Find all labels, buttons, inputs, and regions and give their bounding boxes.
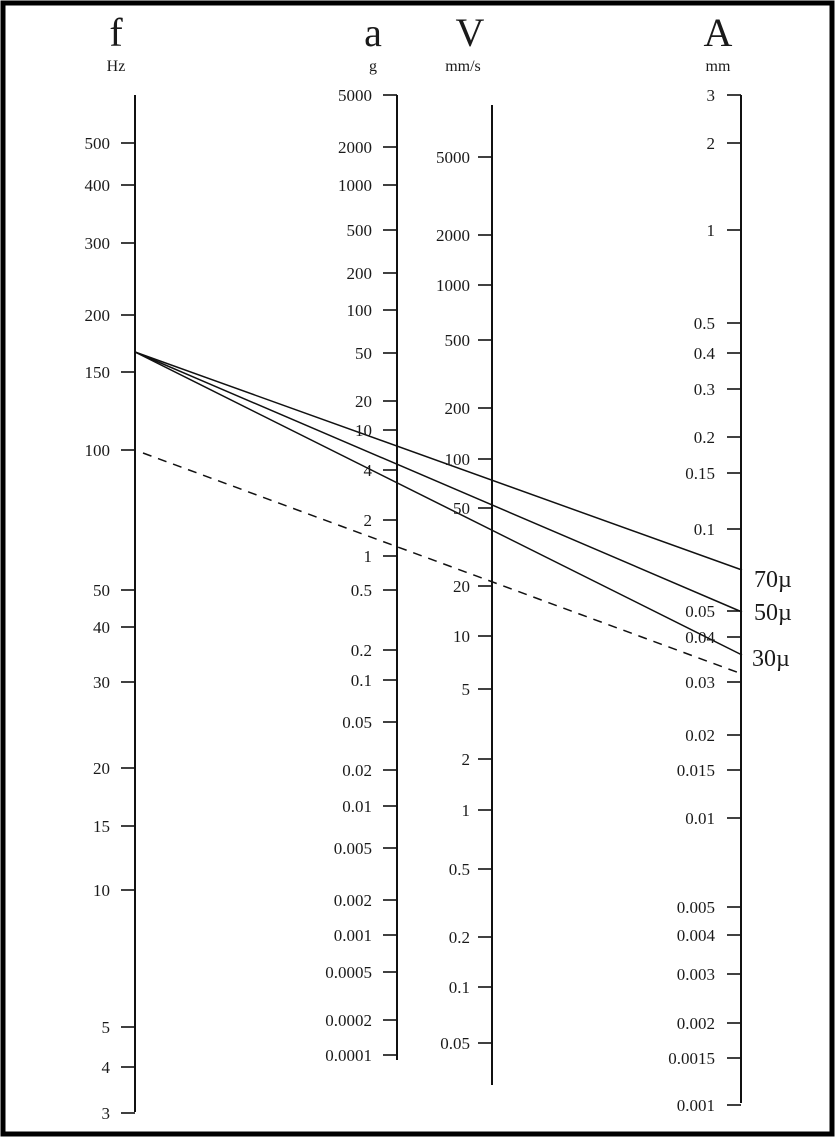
- A-axis-tick-label: 0.015: [677, 761, 715, 780]
- iso-amplitude-lines: [134, 351, 743, 675]
- A-axis-tick-label: 0.2: [694, 428, 715, 447]
- A-axis-tick-label: 0.5: [694, 314, 715, 333]
- f-axis-tick-label: 5: [102, 1018, 111, 1037]
- A-axis-tick-label: 0.004: [677, 926, 716, 945]
- a-axis-tick-label: 1000: [338, 176, 372, 195]
- a-axis-symbol: a: [364, 10, 382, 55]
- v-axis-tick-label: 0.5: [449, 860, 470, 879]
- A-axis-tick-label: 0.05: [685, 602, 715, 621]
- a-axis-tick-label: 0.5: [351, 581, 372, 600]
- A-axis-unit: mm: [706, 58, 731, 75]
- a-axis-tick-label: 0.2: [351, 641, 372, 660]
- a-axis-tick-label: 500: [347, 221, 373, 240]
- A-axis-tick-label: 0.1: [694, 520, 715, 539]
- A-axis-tick-label: 0.005: [677, 898, 715, 917]
- a-axis-tick-label: 100: [347, 301, 373, 320]
- a-axis-tick-label: 0.001: [334, 926, 372, 945]
- isoline-50-line: [134, 351, 743, 613]
- f-axis-tick-label: 300: [85, 234, 111, 253]
- v-axis-tick-label: 20: [453, 577, 470, 596]
- f-axis-tick-label: 400: [85, 176, 111, 195]
- a-axis-tick-label: 0.0002: [325, 1011, 372, 1030]
- isoline-70-line: [134, 351, 743, 571]
- a-axis-tick-label: 0.0001: [325, 1046, 372, 1065]
- f-axis-symbol: f: [109, 10, 123, 55]
- a-axis-tick-label: 0.002: [334, 891, 372, 910]
- A-axis-symbol: A: [704, 10, 733, 55]
- a-axis-tick-label: 10: [355, 421, 372, 440]
- f-axis-tick-label: 3: [102, 1104, 111, 1123]
- A-axis-tick-label: 0.0015: [668, 1049, 715, 1068]
- a-axis-tick-label: 0.01: [342, 797, 372, 816]
- v-axis-symbol: V: [456, 10, 485, 55]
- isoline-30-label: 30µ: [752, 646, 790, 672]
- A-axis-tick-label: 0.01: [685, 809, 715, 828]
- A-axis-tick-label: 0.003: [677, 965, 715, 984]
- A-axis-tick-label: 3: [707, 86, 716, 105]
- v-axis-tick-label: 0.2: [449, 928, 470, 947]
- v-axis-tick-label: 2: [462, 750, 471, 769]
- a-axis-tick-label: 0.05: [342, 713, 372, 732]
- v-axis-tick-label: 50: [453, 499, 470, 518]
- f-axis-tick-label: 10: [93, 881, 110, 900]
- v-axis-tick-label: 1000: [436, 276, 470, 295]
- a-axis-tick-label: 4: [364, 461, 373, 480]
- A-axis-tick-label: 0.4: [694, 344, 716, 363]
- a-axis-tick-label: 200: [347, 264, 373, 283]
- v-axis-tick-label: 500: [445, 331, 471, 350]
- a-axis-tick-label: 2000: [338, 138, 372, 157]
- A-axis-tick-label: 1: [707, 221, 716, 240]
- a-axis-tick-label: 0.02: [342, 761, 372, 780]
- v-axis-unit: mm/s: [445, 58, 481, 75]
- v-axis-tick-label: 10: [453, 627, 470, 646]
- v-axis-tick-label: 5: [462, 680, 471, 699]
- f-axis-tick-label: 20: [93, 759, 110, 778]
- f-axis-tick-label: 50: [93, 581, 110, 600]
- isoline-70-label: 70µ: [754, 567, 792, 593]
- f-axis-tick-label: 15: [93, 817, 110, 836]
- f-axis-tick-label: 200: [85, 306, 111, 325]
- a-axis-tick-label: 50: [355, 344, 372, 363]
- v-axis-tick-label: 100: [445, 450, 471, 469]
- A-axis-tick-label: 0.001: [677, 1096, 715, 1115]
- tick-marks-and-labels: 5004003002001501005040302015105435000200…: [85, 86, 741, 1123]
- isoline-30-line: [134, 351, 743, 656]
- v-axis-tick-label: 0.05: [440, 1034, 470, 1053]
- v-axis-tick-label: 200: [445, 399, 471, 418]
- v-axis-tick-label: 1: [462, 801, 471, 820]
- A-axis-tick-label: 0.02: [685, 726, 715, 745]
- f-axis-tick-label: 40: [93, 618, 110, 637]
- f-axis-unit: Hz: [107, 58, 126, 75]
- f-axis-tick-label: 4: [102, 1058, 111, 1077]
- a-axis-unit: g: [369, 58, 377, 75]
- A-axis-tick-label: 0.15: [685, 464, 715, 483]
- v-axis-tick-label: 5000: [436, 148, 470, 167]
- f-axis-tick-label: 150: [85, 363, 111, 382]
- A-axis-tick-label: 0.002: [677, 1014, 715, 1033]
- v-axis-tick-label: 2000: [436, 226, 470, 245]
- a-axis-tick-label: 0.005: [334, 839, 372, 858]
- v-axis-tick-label: 0.1: [449, 978, 470, 997]
- f-axis-tick-label: 100: [85, 441, 111, 460]
- a-axis-tick-label: 0.0005: [325, 963, 372, 982]
- A-axis-tick-label: 0.04: [685, 628, 715, 647]
- a-axis-tick-label: 1: [364, 547, 373, 566]
- a-axis-tick-label: 20: [355, 392, 372, 411]
- A-axis-tick-label: 0.3: [694, 380, 715, 399]
- a-axis-tick-label: 2: [364, 511, 373, 530]
- a-axis-tick-label: 5000: [338, 86, 372, 105]
- f-axis-tick-label: 500: [85, 134, 111, 153]
- f-axis-tick-label: 30: [93, 673, 110, 692]
- A-axis-tick-label: 0.03: [685, 673, 715, 692]
- A-axis-tick-label: 2: [707, 134, 716, 153]
- isoline-dashed-line: [142, 452, 743, 675]
- isoline-50-label: 50µ: [754, 600, 792, 626]
- a-axis-tick-label: 0.1: [351, 671, 372, 690]
